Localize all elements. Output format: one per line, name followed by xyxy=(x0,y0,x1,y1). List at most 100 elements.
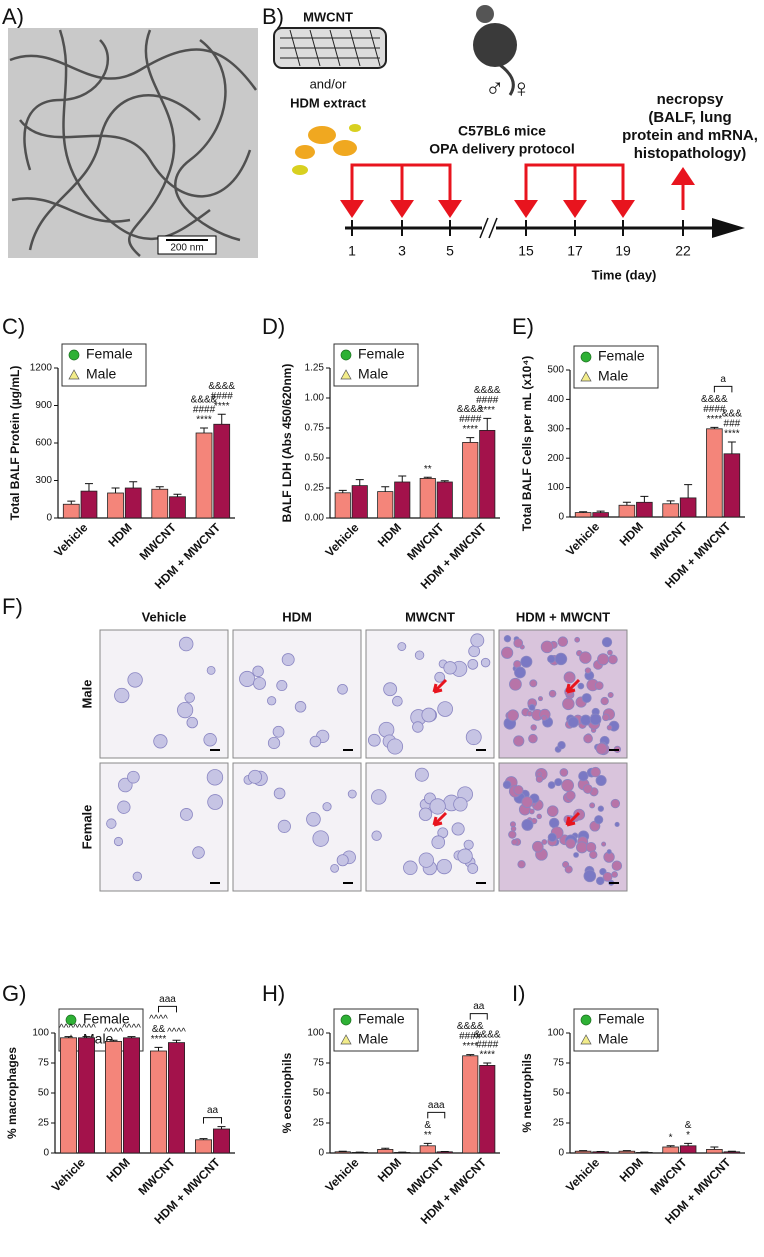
allergen-label: HDM extract xyxy=(290,95,367,110)
cell xyxy=(266,696,277,706)
red-arrow xyxy=(432,678,448,694)
cell xyxy=(480,657,491,668)
bar xyxy=(78,1037,96,1154)
bar xyxy=(62,503,80,519)
column-header: MWCNT xyxy=(405,609,455,624)
error-bar xyxy=(381,486,390,492)
cell xyxy=(117,800,131,814)
y-tick-label: 0.50 xyxy=(305,453,325,464)
axis-break xyxy=(479,217,489,239)
error-bar xyxy=(483,417,492,431)
cell xyxy=(252,665,264,678)
cell xyxy=(322,802,332,812)
cell xyxy=(559,768,569,777)
axis-label: Time (day) xyxy=(592,267,657,282)
column-header: HDM xyxy=(282,609,312,624)
bar xyxy=(592,512,609,518)
y-axis-label: Total BALF Protein (µg/mL) xyxy=(8,366,22,521)
x-tick-label: HDM xyxy=(375,520,404,549)
legend-label: Female xyxy=(83,1011,130,1027)
bar xyxy=(351,485,368,519)
bar xyxy=(377,491,394,519)
y-tick-label: 25 xyxy=(38,1118,50,1129)
cell xyxy=(547,832,557,842)
error-bar xyxy=(727,1150,736,1152)
cell xyxy=(513,785,524,796)
significance: **** xyxy=(462,424,478,435)
cell xyxy=(547,781,556,789)
x-tick-label: MWCNT xyxy=(647,519,690,562)
timeline-arrow xyxy=(712,218,745,238)
y-tick-label: 50 xyxy=(553,1088,565,1099)
error-bar xyxy=(155,486,164,490)
cell xyxy=(281,653,295,667)
error-bar xyxy=(466,437,475,443)
legend-marker xyxy=(580,1034,592,1045)
significance: &&&& xyxy=(474,1030,501,1041)
cell xyxy=(509,677,522,691)
significance: ^^^^ xyxy=(59,1023,78,1034)
y-tick-label: 0 xyxy=(558,1148,564,1159)
legend-marker xyxy=(340,1014,352,1026)
day-label: 3 xyxy=(398,243,406,259)
significance: **** xyxy=(214,401,230,412)
x-tick-label: Vehicle xyxy=(563,1155,602,1194)
cell xyxy=(561,779,575,792)
significance: **** xyxy=(151,1034,167,1045)
cell xyxy=(583,733,593,744)
cell xyxy=(557,741,566,750)
bar xyxy=(60,1037,78,1154)
cell xyxy=(371,830,382,841)
day-label: 15 xyxy=(518,243,534,259)
error-bar xyxy=(355,479,364,486)
bar xyxy=(80,490,98,519)
y-tick-label: 300 xyxy=(547,423,564,434)
cell xyxy=(513,735,525,747)
y-axis-label: % eosinophils xyxy=(280,1052,294,1133)
significance: ^^^^ xyxy=(122,1023,141,1034)
conjunction: and/or xyxy=(310,76,348,91)
y-tick-label: 300 xyxy=(35,475,52,486)
cell xyxy=(277,819,291,833)
x-tick-label: Vehicle xyxy=(49,1155,88,1194)
cell xyxy=(465,729,482,746)
y-tick-label: 75 xyxy=(313,1058,325,1069)
y-tick-label: 0.25 xyxy=(305,483,325,494)
bar xyxy=(334,492,351,519)
cell xyxy=(567,716,579,728)
cell xyxy=(207,794,224,810)
cell xyxy=(180,808,193,821)
cell xyxy=(414,650,425,660)
significance: #### xyxy=(476,395,499,406)
x-tick-label: MWCNT xyxy=(404,1155,447,1198)
cell xyxy=(273,787,286,800)
error-bar xyxy=(338,1150,347,1152)
bar xyxy=(706,1149,723,1154)
cell xyxy=(118,777,133,793)
cell xyxy=(532,840,544,853)
cell xyxy=(530,724,537,731)
significance: #### xyxy=(476,1040,499,1051)
cell xyxy=(584,667,592,674)
cell xyxy=(503,635,512,643)
cell xyxy=(371,789,387,805)
cell xyxy=(581,693,592,703)
legend-label: Male xyxy=(358,366,389,382)
error-bar xyxy=(710,426,719,429)
legend-marker xyxy=(68,349,80,361)
error-bar xyxy=(172,1039,181,1043)
significance: &&&& xyxy=(701,394,728,405)
legend-marker xyxy=(65,1014,77,1026)
y-tick-label: 100 xyxy=(547,482,564,493)
error-bar xyxy=(727,441,736,454)
cell xyxy=(418,852,434,868)
cell xyxy=(547,654,556,664)
cell xyxy=(267,736,281,750)
mite-icon xyxy=(295,126,357,159)
x-tick-label: HDM xyxy=(617,1155,646,1184)
cell xyxy=(132,871,143,882)
error-bar xyxy=(154,1046,163,1051)
bar xyxy=(592,1151,609,1154)
cell xyxy=(595,876,605,886)
